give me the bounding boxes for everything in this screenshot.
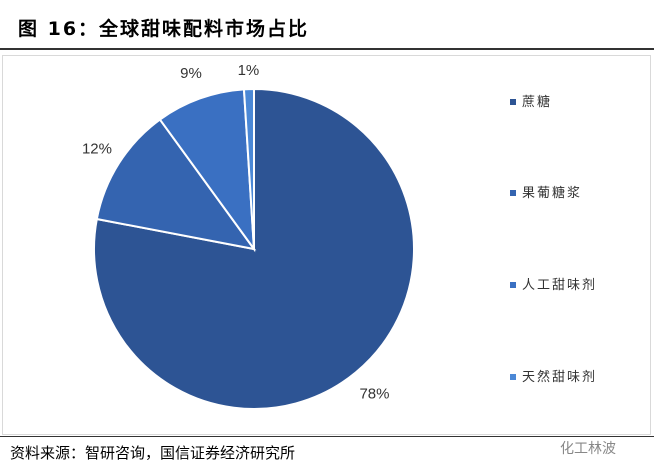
source-note: 资料来源：智研咨询，国信证券经济研究所 (10, 444, 296, 462)
title-rule (0, 48, 654, 50)
legend-swatch (510, 190, 516, 196)
chart-frame (2, 55, 651, 435)
legend-swatch (510, 374, 516, 380)
legend-label: 人工甜味剂 (522, 278, 598, 293)
legend-label: 果葡糖浆 (522, 186, 583, 201)
legend-label: 天然甜味剂 (522, 370, 598, 385)
data-label: 12% (82, 140, 112, 157)
watermark: 化工林波 (560, 441, 616, 457)
pie-slice (95, 118, 257, 251)
legend-swatch (510, 282, 516, 288)
chart-title: 图 16：全球甜味配料市场占比 (18, 18, 310, 40)
source-rule (0, 436, 654, 437)
data-label: 1% (238, 62, 260, 79)
data-label: 78% (359, 386, 389, 403)
pie-slice (158, 88, 256, 253)
data-label: 9% (180, 65, 202, 82)
legend-label: 蔗糖 (522, 95, 553, 110)
legend-swatch (510, 99, 516, 105)
pie-slice (242, 87, 255, 250)
